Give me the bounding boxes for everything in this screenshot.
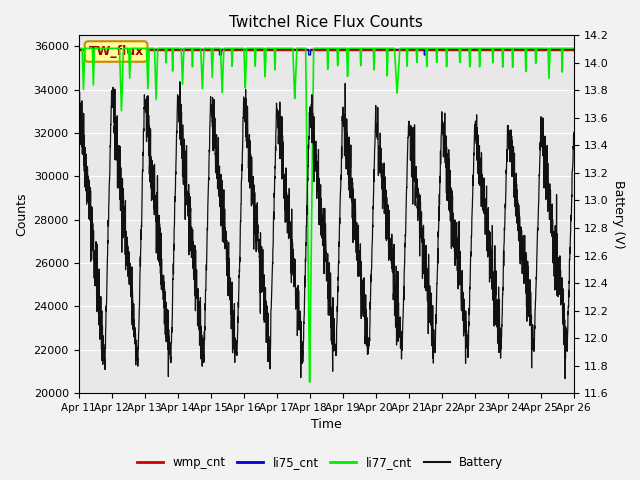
X-axis label: Time: Time <box>311 419 342 432</box>
Title: Twitchel Rice Flux Counts: Twitchel Rice Flux Counts <box>229 15 423 30</box>
Text: TW_flux: TW_flux <box>88 45 144 58</box>
Y-axis label: Counts: Counts <box>15 192 28 236</box>
Y-axis label: Battery (V): Battery (V) <box>612 180 625 249</box>
Legend: wmp_cnt, li75_cnt, li77_cnt, Battery: wmp_cnt, li75_cnt, li77_cnt, Battery <box>132 452 508 474</box>
